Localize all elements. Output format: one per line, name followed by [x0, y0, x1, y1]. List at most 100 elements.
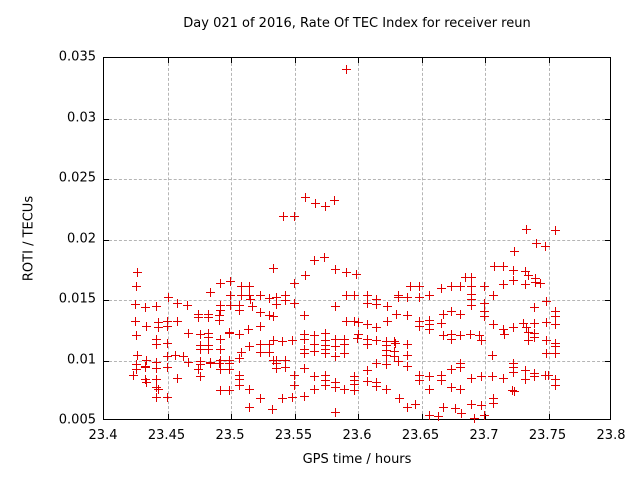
data-point-marker [299, 349, 309, 359]
x-tick-mark [421, 58, 423, 63]
x-gridline [231, 58, 232, 419]
y-tick-label: 0.03 [67, 110, 96, 125]
data-point-marker [172, 316, 182, 326]
data-point-marker [215, 355, 225, 365]
data-point-marker [524, 327, 534, 337]
data-point-marker [245, 342, 255, 352]
data-point-marker [204, 332, 214, 342]
data-point-marker [153, 317, 163, 327]
data-point-marker [524, 336, 534, 346]
data-point-marker [540, 241, 550, 251]
data-point-marker [507, 385, 517, 395]
data-point-marker [340, 339, 350, 349]
data-point-marker [551, 374, 561, 384]
data-point-marker [467, 301, 477, 311]
data-point-marker [142, 378, 152, 388]
data-point-marker [372, 295, 382, 304]
data-point-marker [299, 330, 309, 340]
data-point-marker [487, 350, 497, 360]
data-point-marker [246, 295, 256, 304]
data-point-marker [363, 339, 373, 349]
data-point-marker [331, 264, 341, 274]
data-point-marker [265, 310, 275, 320]
y-tick-mark [605, 300, 610, 301]
data-point-marker [184, 328, 194, 338]
data-point-marker [162, 393, 172, 402]
data-point-marker [521, 224, 531, 234]
data-point-marker [509, 265, 519, 275]
data-point-marker [542, 349, 552, 359]
data-point-marker [488, 394, 498, 404]
x-gridline [548, 58, 550, 419]
data-point-marker [551, 320, 561, 330]
data-point-marker [529, 303, 539, 313]
data-point-marker [372, 359, 382, 369]
data-point-marker [532, 239, 542, 249]
data-point-marker [321, 380, 331, 390]
data-point-marker [415, 321, 425, 331]
y-tick-mark [104, 360, 109, 362]
data-point-marker [289, 371, 299, 381]
data-point-marker [130, 316, 140, 326]
data-point-marker [389, 351, 399, 361]
data-point-marker [406, 281, 416, 291]
data-point-marker [162, 351, 172, 361]
data-point-marker [425, 372, 435, 382]
data-point-marker [402, 339, 412, 349]
data-point-marker [487, 372, 497, 382]
data-point-marker [321, 336, 331, 346]
data-point-marker [194, 365, 204, 375]
data-point-marker [280, 362, 290, 372]
data-point-marker [237, 348, 247, 358]
x-tick-label: 23.4 [88, 428, 118, 443]
x-tick-label: 23.7 [469, 428, 499, 443]
data-point-marker [542, 317, 552, 327]
x-axis-label: GPS time / hours [302, 452, 412, 467]
data-point-marker [467, 295, 477, 304]
data-point-marker [129, 371, 139, 381]
data-point-marker [256, 394, 266, 404]
data-point-marker [269, 336, 279, 346]
data-point-marker [237, 291, 247, 301]
data-point-marker [446, 383, 456, 393]
data-point-marker [289, 298, 299, 308]
data-point-marker [551, 349, 561, 359]
data-point-marker [392, 309, 402, 319]
data-point-marker [234, 301, 244, 311]
data-point-marker [341, 316, 351, 326]
data-point-marker [340, 334, 350, 344]
data-point-marker [551, 307, 561, 317]
data-point-marker [280, 355, 290, 365]
data-point-marker [551, 311, 561, 321]
data-point-marker [162, 316, 172, 326]
data-point-marker [278, 394, 288, 404]
data-point-marker [204, 344, 214, 354]
data-point-marker [354, 330, 364, 340]
data-point-marker [309, 372, 319, 382]
data-point-marker [363, 298, 373, 308]
data-point-marker [247, 302, 257, 312]
data-point-marker [467, 373, 477, 383]
x-tick-mark [485, 414, 486, 419]
data-point-marker [224, 359, 234, 369]
data-point-marker [411, 400, 421, 410]
data-point-marker [509, 322, 519, 332]
data-point-marker [214, 315, 224, 325]
data-point-marker [469, 413, 479, 423]
data-point-marker [402, 402, 412, 412]
x-tick-mark [548, 414, 550, 419]
data-point-marker [529, 319, 539, 329]
data-point-marker [372, 299, 382, 309]
data-point-marker [509, 367, 519, 377]
data-point-marker [152, 374, 162, 384]
data-point-marker [140, 303, 150, 313]
data-point-marker [205, 359, 215, 369]
data-point-marker [467, 281, 477, 291]
x-tick-mark [231, 58, 232, 63]
x-tick-mark [485, 58, 486, 63]
data-point-marker [319, 252, 329, 262]
data-point-marker [350, 316, 360, 326]
data-point-marker [163, 292, 173, 302]
y-tick-mark [605, 239, 610, 241]
